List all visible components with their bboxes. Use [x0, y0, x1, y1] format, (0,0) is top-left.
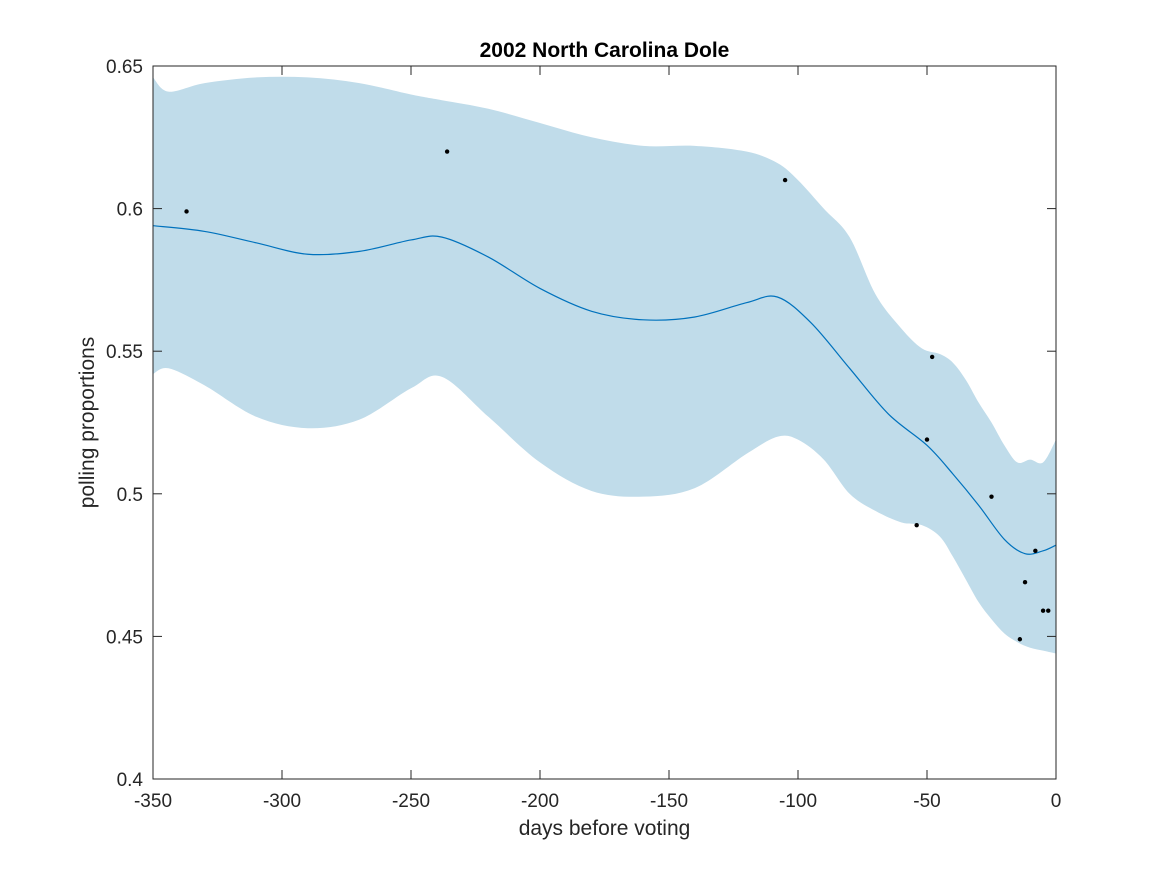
poll-point [924, 437, 930, 442]
plot-area [152, 76, 1057, 654]
poll-point [1046, 608, 1051, 613]
poll-point [444, 149, 450, 154]
y-axis-label: polling proportions [76, 337, 99, 509]
chart-title: 2002 North Carolina Dole [480, 39, 730, 62]
poll-point [929, 354, 935, 360]
x-tick-label: -300 [263, 791, 301, 812]
poll-point [989, 494, 994, 499]
mean-line [152, 225, 1057, 555]
poll-point [782, 177, 788, 183]
x-tick-label: -350 [134, 791, 172, 812]
poll-point [1017, 637, 1023, 642]
x-tick-label: -200 [521, 791, 559, 812]
y-tick-label: 0.65 [106, 57, 143, 78]
x-tick-labels: -350 -300 -250 -200 -150 -100 -50 0 [134, 791, 1061, 812]
y-tick-label: 0.4 [117, 770, 144, 791]
x-tick-label: 0 [1051, 791, 1062, 812]
y-tick-labels: 0.4 0.45 0.5 0.55 0.6 0.65 [106, 57, 143, 791]
y-tick-label: 0.45 [106, 627, 143, 648]
x-axis-label: days before voting [519, 817, 691, 840]
y-tick-label: 0.6 [117, 200, 143, 221]
poll-point [184, 209, 189, 214]
x-tick-label: -100 [779, 791, 817, 812]
confidence-band [153, 76, 1056, 654]
poll-point [1040, 608, 1046, 613]
poll-point [1033, 548, 1038, 554]
x-tick-label: -150 [650, 791, 688, 812]
ticks [152, 65, 1057, 780]
poll-point [914, 522, 919, 528]
x-tick-label: -50 [913, 791, 940, 812]
x-tick-label: -250 [392, 791, 430, 812]
y-tick-label: 0.55 [106, 342, 143, 363]
axes-box [152, 65, 1057, 780]
y-tick-label: 0.5 [117, 485, 143, 506]
poll-point [1022, 580, 1028, 585]
